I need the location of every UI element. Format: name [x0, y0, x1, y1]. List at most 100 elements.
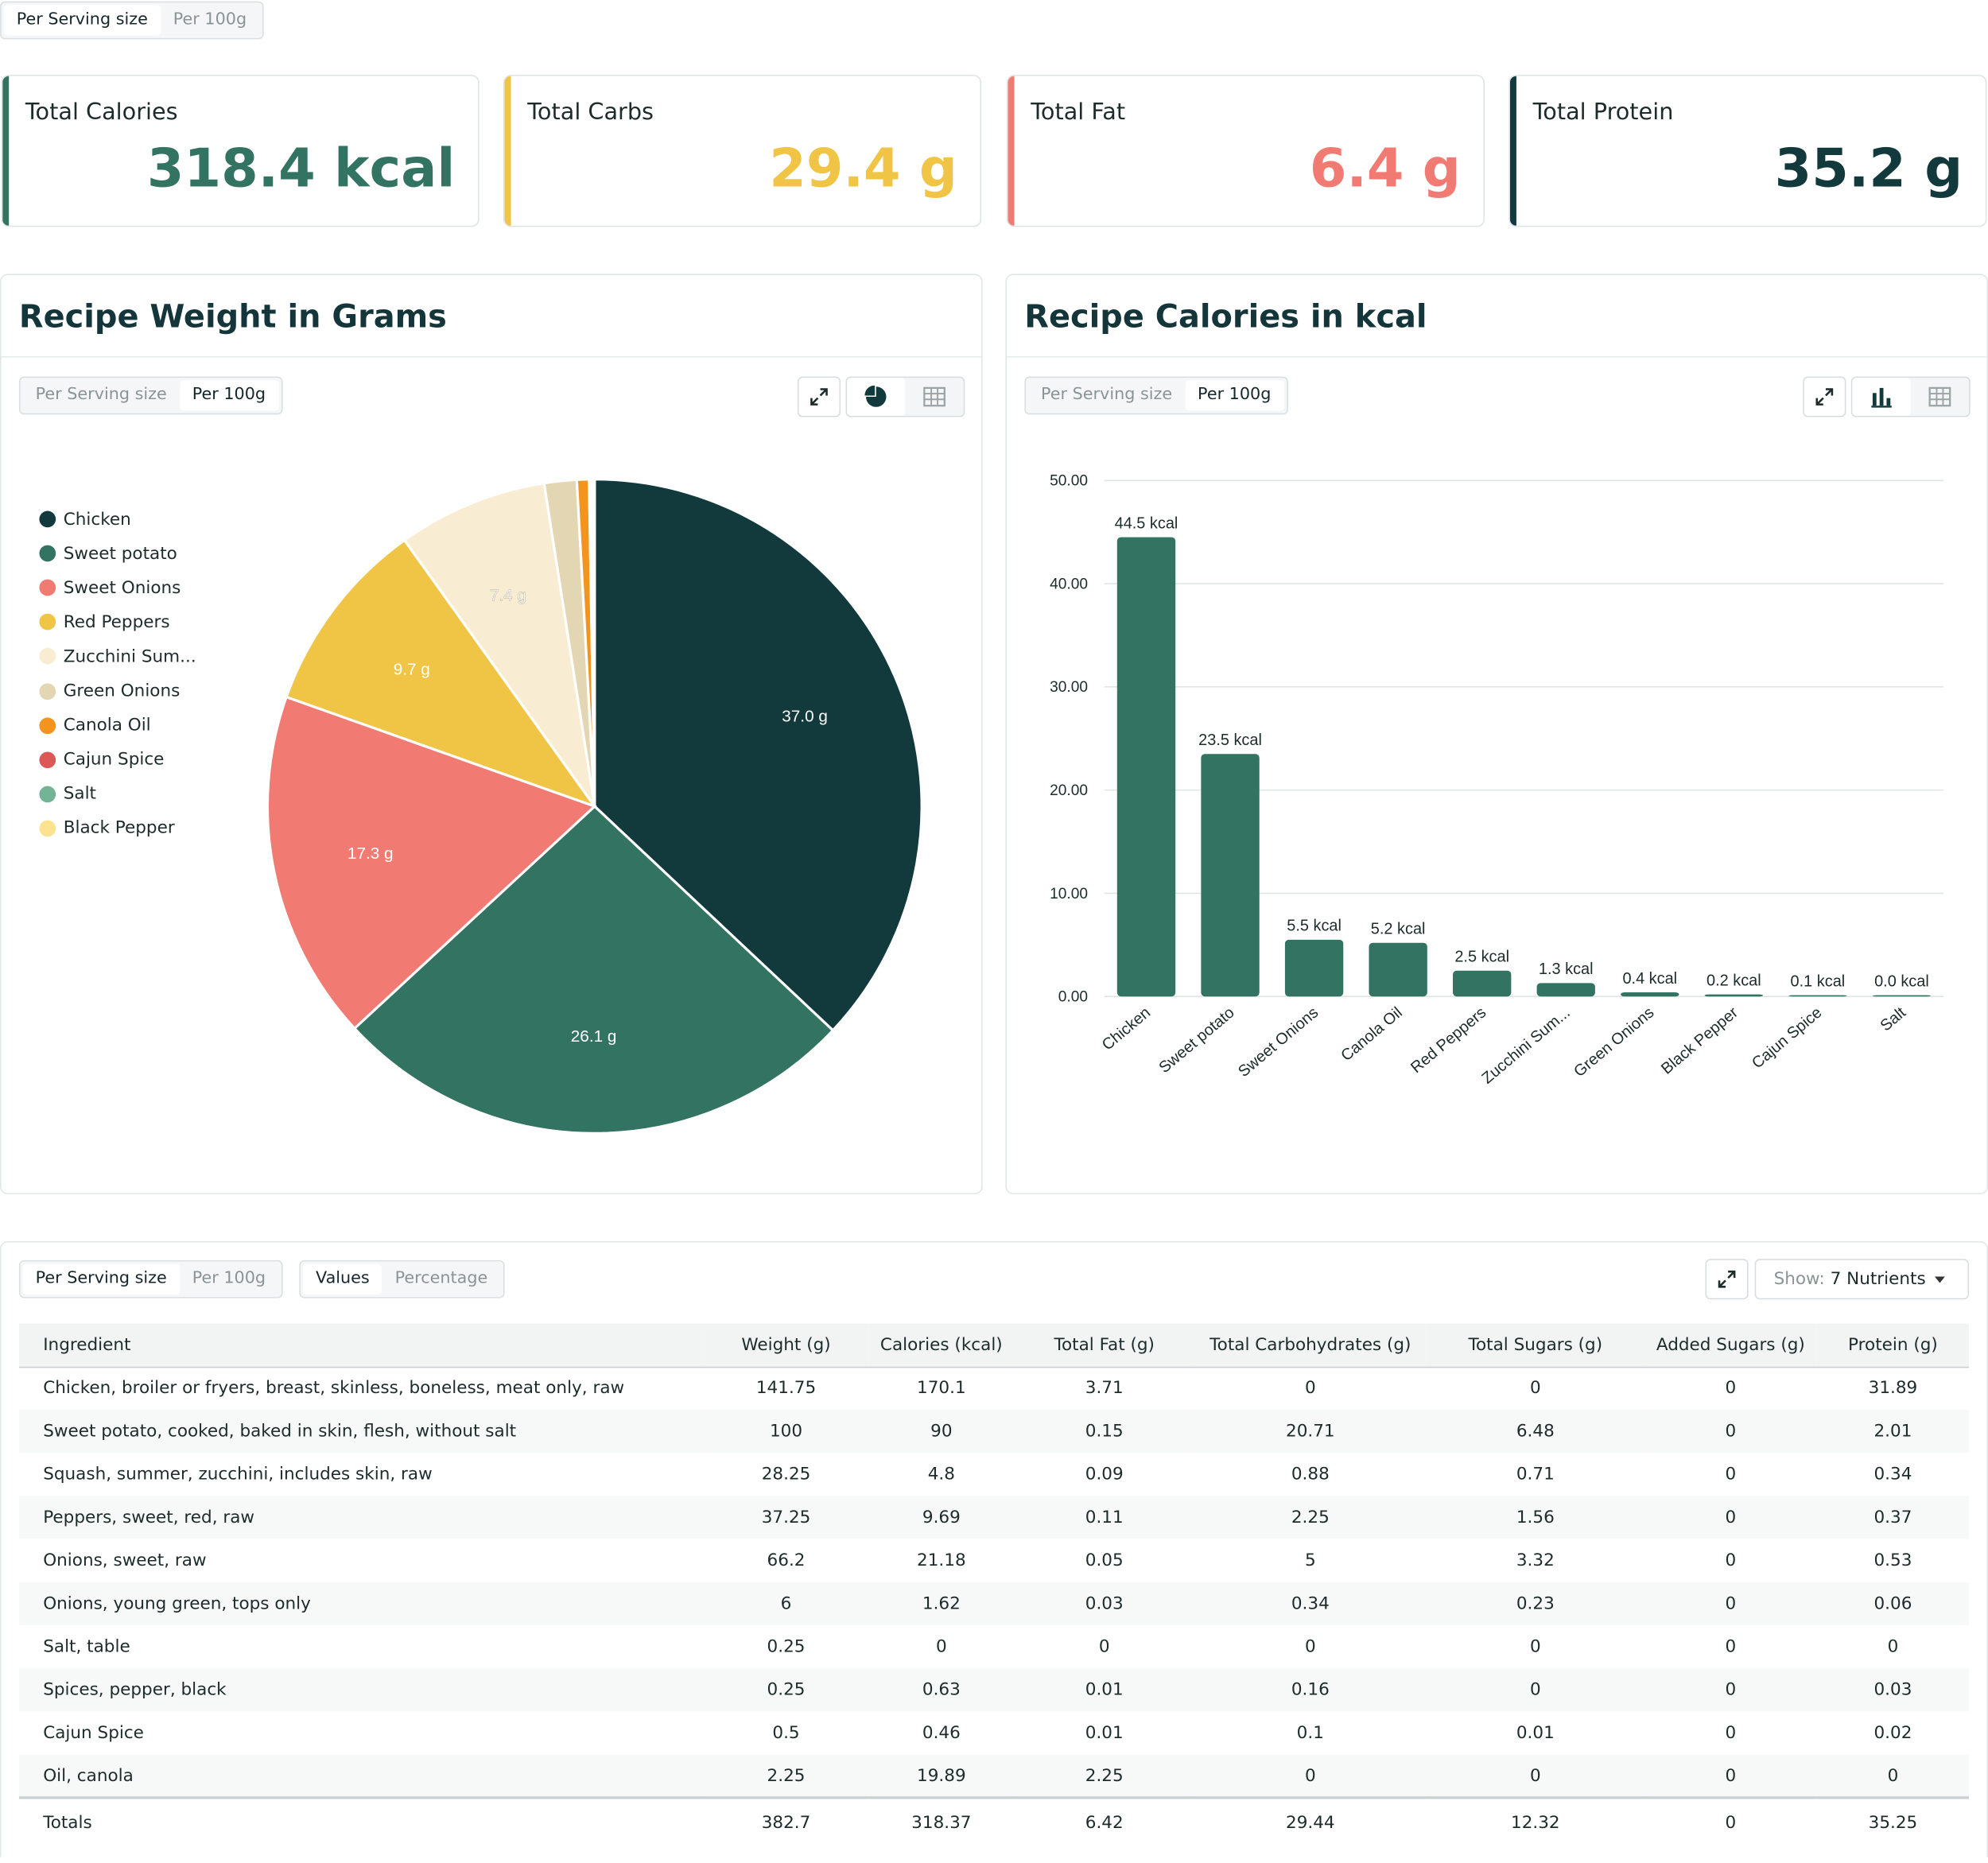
pie-slice[interactable]: [402, 481, 596, 807]
table-row[interactable]: Salt, table 0.25 0 0 0 0 0 0: [19, 1625, 1969, 1668]
pie-slice[interactable]: [285, 538, 599, 809]
pie-slice[interactable]: [593, 478, 923, 1033]
x-tick-label: Salt: [1877, 1003, 1910, 1034]
per-serving-option[interactable]: Per Serving size: [22, 1263, 180, 1294]
bar[interactable]: [1369, 942, 1427, 997]
table-row[interactable]: Chicken, broiler or fryers, breast, skin…: [19, 1367, 1969, 1410]
panel-title: Recipe Weight in Grams: [18, 297, 447, 335]
legend-dot: [39, 580, 56, 596]
panel-title: Recipe Calories in kcal: [1024, 297, 1427, 335]
bar[interactable]: [1704, 994, 1764, 997]
expand-button[interactable]: [1803, 376, 1846, 417]
legend-item[interactable]: Sweet Onions: [39, 571, 196, 605]
x-tick-label: Zucchini Sum...: [1479, 1003, 1574, 1087]
per-100g-option[interactable]: Per 100g: [173, 10, 247, 29]
table-cell: 0: [1529, 1636, 1541, 1657]
per-serving-option[interactable]: Per Serving size: [3, 5, 161, 36]
legend-label: Salt: [63, 783, 97, 805]
legend-dot: [39, 751, 56, 768]
table-cell: 31.89: [1868, 1378, 1918, 1399]
percentage-option[interactable]: Percentage: [394, 1268, 488, 1288]
column-header[interactable]: Added Sugars (g): [1644, 1323, 1817, 1368]
legend-item[interactable]: Salt: [39, 777, 196, 811]
table-cell: 0: [1725, 1722, 1737, 1744]
legend-item[interactable]: Sweet potato: [39, 537, 196, 571]
table-cell: 0: [1644, 1796, 1817, 1846]
totals-row: Totals 382.7 318.37 6.42 29.44 12.32 0 3…: [18, 1796, 1970, 1846]
table-cell: 0.06: [1816, 1582, 1970, 1626]
ingredient-cell: Peppers, sweet, red, raw: [18, 1496, 704, 1539]
column-header[interactable]: Total Carbohydrates (g): [1194, 1323, 1427, 1368]
table-cell: 2.01: [1816, 1409, 1970, 1454]
bar[interactable]: [1284, 939, 1344, 997]
per-serving-option[interactable]: Per Serving size: [35, 385, 167, 405]
weight-serving-toggle: Per Serving size Per 100g: [18, 376, 282, 415]
nutrients-select[interactable]: Show: 7 Nutrients: [1754, 1259, 1970, 1300]
bar[interactable]: [1872, 995, 1932, 997]
legend-item[interactable]: Zucchini Sum...: [39, 639, 196, 673]
pie-slice[interactable]: [352, 804, 835, 1135]
legend-item[interactable]: Black Pepper: [39, 811, 196, 845]
table-icon: [923, 386, 945, 407]
column-header[interactable]: Total Fat (g): [1014, 1323, 1194, 1368]
stat-value: 29.4 g: [769, 137, 957, 200]
table-row[interactable]: Oil, canola 2.25 19.89 2.25 0 0 0 0: [18, 1754, 1970, 1798]
table-row[interactable]: Spices, pepper, black 0.25 0.63 0.01 0.16 0 0 0…: [18, 1668, 1970, 1712]
expand-icon: [1815, 388, 1834, 406]
expand-button[interactable]: [797, 376, 841, 417]
legend-item[interactable]: Green Onions: [39, 673, 196, 708]
table-cell: 0.01: [1085, 1722, 1124, 1744]
table-cell: 12.32: [1426, 1796, 1644, 1846]
column-header[interactable]: Ingredient: [18, 1323, 704, 1368]
bar[interactable]: [1788, 995, 1847, 997]
table-row[interactable]: Cajun Spice 0.5 0.46 0.01 0.1 0.01 0 0.02: [19, 1711, 1969, 1754]
bar[interactable]: [1453, 970, 1512, 997]
expand-table-button[interactable]: [1705, 1259, 1749, 1300]
table-cell: 0.25: [703, 1668, 869, 1712]
per-100g-option[interactable]: Per 100g: [192, 1268, 266, 1288]
bar-value-label: 1.3 kcal: [1539, 961, 1594, 978]
x-tick-label: Red Peppers: [1408, 1003, 1489, 1077]
legend-item[interactable]: Chicken: [39, 502, 196, 536]
table-row[interactable]: Onions, young green, tops only 6 1.62 0.03 0…: [18, 1582, 1970, 1626]
table-cell: 28.25: [761, 1464, 811, 1485]
per-100g-option[interactable]: Per 100g: [1185, 380, 1284, 411]
values-option[interactable]: Values: [303, 1263, 382, 1294]
legend-dot: [39, 786, 56, 802]
column-header[interactable]: Weight (g): [703, 1323, 869, 1368]
table-row[interactable]: Peppers, sweet, red, raw 37.25 9.69 0.11 2.2…: [18, 1496, 1970, 1539]
table-cell: 0.53: [1873, 1550, 1912, 1571]
table-row[interactable]: Squash, summer, zucchini, includes skin,…: [19, 1453, 1969, 1496]
divider: [1, 356, 982, 358]
pie-view-button[interactable]: [847, 378, 906, 416]
table-row[interactable]: Onions, sweet, raw 66.2 21.18 0.05 5 3.32 0 0.5…: [19, 1539, 1969, 1582]
bar[interactable]: [1621, 992, 1679, 997]
table-cell: 9.69: [868, 1496, 1015, 1539]
per-100g-option[interactable]: Per 100g: [179, 380, 278, 411]
pie-slice[interactable]: [592, 478, 596, 807]
table-cell: 0.03: [1014, 1582, 1194, 1626]
bar[interactable]: [1201, 754, 1260, 997]
table-cell: 318.37: [868, 1796, 1015, 1846]
legend-item[interactable]: Canola Oil: [39, 708, 196, 743]
table-cell: 35.25: [1816, 1796, 1970, 1846]
table-cell: 0.37: [1816, 1496, 1970, 1539]
bar[interactable]: [1116, 537, 1176, 997]
column-header[interactable]: Protein (g): [1816, 1323, 1970, 1368]
pie-slice[interactable]: [266, 695, 597, 1030]
legend-item[interactable]: Red Peppers: [39, 605, 196, 639]
table-view-button[interactable]: [905, 378, 963, 416]
legend-item[interactable]: Cajun Spice: [39, 743, 196, 777]
table-view-button[interactable]: [1911, 378, 1969, 416]
y-tick-label: 0.00: [1058, 989, 1088, 1006]
y-tick-label: 20.00: [1050, 782, 1088, 799]
bar[interactable]: [1536, 983, 1595, 997]
per-serving-option[interactable]: Per Serving size: [1041, 385, 1173, 405]
expand-icon: [810, 388, 828, 406]
bar-value-label: 2.5 kcal: [1454, 949, 1509, 966]
ingredient-cell: Oil, canola: [18, 1754, 704, 1798]
bar-view-button[interactable]: [1852, 378, 1911, 416]
column-header[interactable]: Total Sugars (g): [1426, 1323, 1644, 1368]
table-row[interactable]: Sweet potato, cooked, baked in skin, fle…: [18, 1409, 1970, 1454]
column-header[interactable]: Calories (kcal): [868, 1323, 1015, 1368]
